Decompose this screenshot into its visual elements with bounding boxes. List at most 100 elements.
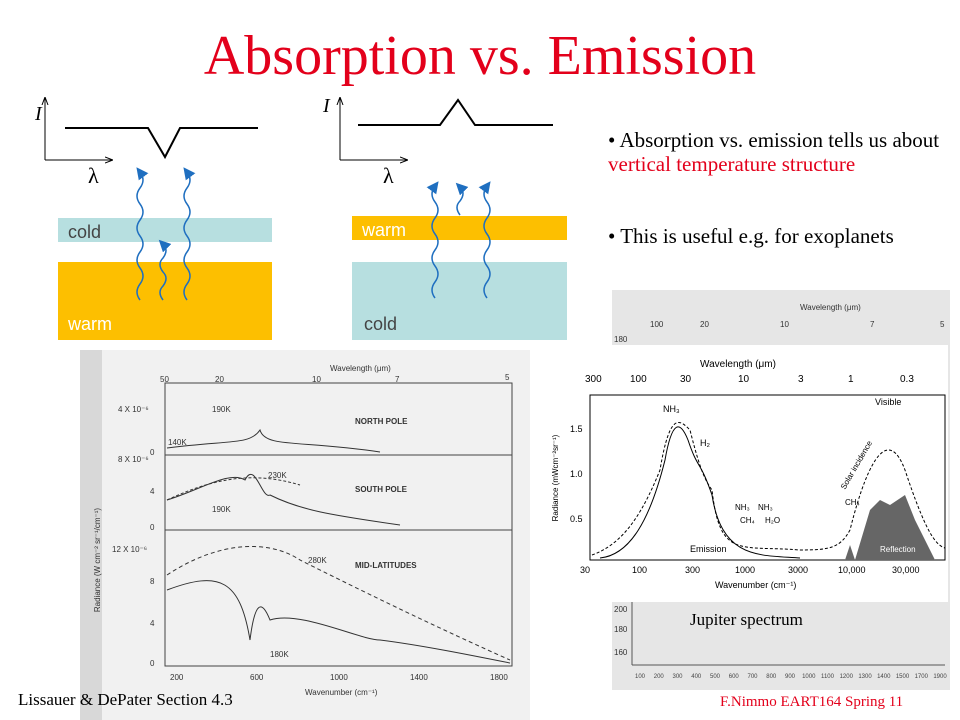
figure-left: Wavelength (μm) 50 20 10 7 5 NORTH POLE … [80,350,530,720]
tick: 30 [580,565,590,575]
label: 190K [212,505,231,514]
axis-label: Radiance (mWcm⁻²sr⁻¹) [551,434,560,521]
layer-label: cold [364,314,397,334]
axis-label: λ [383,163,394,188]
tick: 0.3 [900,374,914,385]
tick: 1400 [877,674,891,680]
diagram-right [340,98,567,340]
tick: 10 [312,375,321,384]
label: Reflection [880,545,916,554]
caption: Jupiter spectrum [690,610,803,629]
tick: 3 [798,374,804,385]
footer-right: F.Nimmo EART164 Spring 11 [720,694,904,710]
tick: 5 [940,320,945,329]
tick: 900 [785,674,796,680]
tick: 1 [848,374,854,385]
tick: 300 [672,674,683,680]
tick: 4 [150,619,155,628]
tick: 7 [870,320,875,329]
tick: 1000 [330,673,348,682]
label: Emission [690,544,727,554]
axis-label: Wavenumber (cm⁻¹) [715,580,796,590]
tick: 20 [215,375,224,384]
tick: 180 [614,335,628,344]
label: Wavelength (μm) [700,359,776,370]
label: Wavelength (μm) [800,303,861,312]
tick: 160 [614,648,628,657]
tick: 200 [654,674,665,680]
label: Wavelength (μm) [330,364,391,373]
label: 140K [168,438,187,447]
tick: 12 X 10⁻⁶ [112,545,147,554]
tick: 1300 [858,674,872,680]
tick: 30,000 [892,565,920,575]
tick: 100 [650,320,664,329]
label: SOUTH POLE [355,485,408,494]
tick: 700 [747,674,758,680]
tick: 600 [729,674,740,680]
label: 190K [212,405,231,414]
label: NH₃ [758,503,773,512]
title: Absorption vs. Emission [203,25,757,87]
tick: 200 [614,605,628,614]
tick: 1.0 [570,469,583,479]
label: NH₃ [735,503,750,512]
layer-label: warm [361,220,406,240]
label: CH₄ [740,516,755,525]
axis-label: Radiance (W cm⁻² sr⁻¹/cm⁻¹) [93,508,102,613]
tick: 7 [395,375,400,384]
bullet-highlight: vertical temperature structure [608,152,856,176]
bullet-text: This is useful e.g. for exoplanets [620,224,894,248]
label: CH₄ [845,498,860,507]
tick: 1200 [840,674,854,680]
tick: 100 [630,374,647,385]
tick: 30 [680,374,692,385]
layer-label: warm [67,314,112,334]
bullet-text: Absorption vs. emission tells us about [619,128,940,152]
tick: 1000 [735,565,755,575]
tick: 4 [150,487,155,496]
footer-left: Lissauer & DePater Section 4.3 [18,690,233,709]
tick: 20 [700,320,709,329]
label: 180K [270,650,289,659]
tick: 1000 [802,674,816,680]
tick: 1400 [410,673,428,682]
bullet: • Absorption vs. emission tells us about… [608,128,940,176]
label: NORTH POLE [355,417,408,426]
axis-label: Wavenumber (cm⁻¹) [305,688,378,697]
axis-label: I [322,95,331,117]
figure-right: Wavelength (μm) 300 100 30 10 3 1 0.3 Vi… [542,345,948,602]
tick: 0 [150,659,155,668]
tick: 200 [170,673,184,682]
axis-label: I [34,103,43,125]
label: H₂O [765,516,780,525]
tick: 1700 [915,674,929,680]
tick: 10,000 [838,565,866,575]
tick: 800 [766,674,777,680]
tick: 10 [780,320,789,329]
tick: 0 [150,448,155,457]
tick: 50 [160,375,169,384]
tick: 1500 [896,674,910,680]
layer-label: cold [68,222,101,242]
tick: 1100 [821,674,835,680]
tick: 0 [150,523,155,532]
tick: 1900 [933,674,947,680]
tick: 1.5 [570,424,583,434]
label: 230K [268,471,287,480]
tick: 100 [632,565,647,575]
tick: 300 [685,565,700,575]
axis-label: λ [88,163,99,188]
tick: 400 [691,674,702,680]
tick: 5 [505,373,510,382]
label: 280K [308,556,327,565]
bullet: • This is useful e.g. for exoplanets [608,224,894,248]
tick: 4 X 10⁻⁶ [118,405,149,414]
tick: 600 [250,673,264,682]
tick: 0.5 [570,514,583,524]
tick: 3000 [788,565,808,575]
tick: 300 [585,374,602,385]
label: NH₃ [663,404,680,414]
